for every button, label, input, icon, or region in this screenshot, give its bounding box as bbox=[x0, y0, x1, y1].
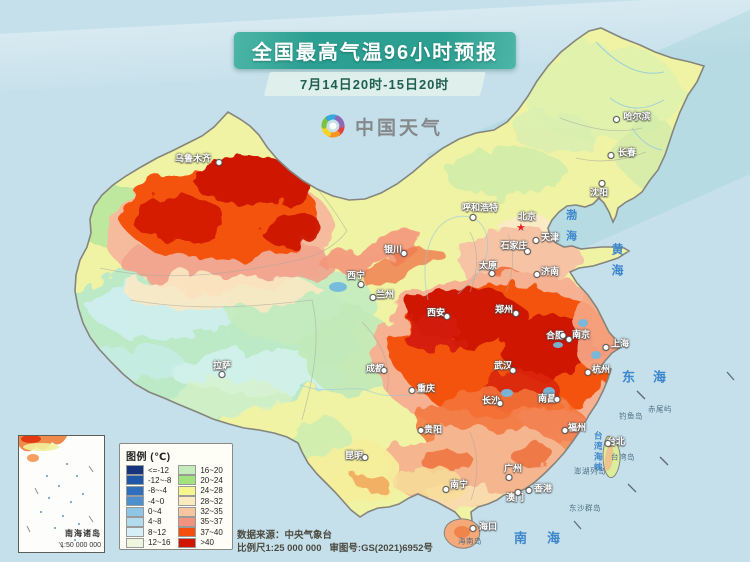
banner-subtitle-strip: 7月14日20时-15日20时 bbox=[264, 72, 486, 96]
inset-map-graphic bbox=[19, 435, 94, 549]
forecast-period: 7月14日20时-15日20时 bbox=[300, 77, 450, 92]
legend-range-label: 12~16 bbox=[148, 538, 171, 548]
legend-swatch bbox=[178, 527, 197, 538]
legend-range-label: 35~37 bbox=[200, 517, 223, 527]
legend-range-label: 16~20 bbox=[200, 465, 223, 475]
data-source-line: 数据来源：中央气象台 bbox=[237, 530, 333, 541]
inset-title: 南海诸岛 bbox=[65, 529, 101, 538]
legend-row: >40 bbox=[178, 537, 222, 548]
temperature-legend: 图例 (℃) <=-12 -12~-8 -8~-4 -4~0 0~4 4~8 8~12 12~… bbox=[119, 443, 233, 550]
hainan-island bbox=[443, 518, 481, 549]
maritime-dash-marks bbox=[573, 371, 735, 530]
scale-license-line: 比例尺1:25 000 000 审图号:GS(2021)6952号 bbox=[237, 543, 433, 556]
inset-scale: 1:50 000 000 bbox=[60, 542, 101, 549]
map-attribution: 数据来源：中央气象台 比例尺1:25 000 000 审图号:GS(2021)6… bbox=[237, 530, 433, 556]
taiwan-island bbox=[602, 435, 621, 479]
pinwheel-logo-icon bbox=[321, 114, 345, 138]
legend-swatch bbox=[178, 475, 197, 486]
legend-swatch bbox=[178, 465, 197, 475]
legend-row: <=-12 bbox=[126, 465, 171, 475]
legend-range-label: <=-12 bbox=[148, 465, 169, 475]
legend-row: 12~16 bbox=[126, 537, 171, 548]
legend-row: -12~-8 bbox=[126, 475, 172, 486]
legend-range-label: >40 bbox=[200, 538, 214, 548]
legend-range-label: 20~24 bbox=[200, 475, 223, 485]
legend-swatch bbox=[178, 506, 197, 517]
legend-row: 32~35 bbox=[178, 506, 223, 517]
china-outline bbox=[74, 27, 706, 529]
legend-range-label: 4~8 bbox=[148, 517, 162, 527]
legend-row: 16~20 bbox=[178, 465, 223, 475]
legend-range-label: 28~32 bbox=[200, 496, 223, 506]
banner-ribbon: 全国最高气温96小时预报 bbox=[233, 32, 517, 69]
map-scale: 比例尺1:25 000 000 bbox=[237, 542, 322, 554]
legend-range-label: 37~40 bbox=[200, 527, 223, 537]
legend-row: -8~-4 bbox=[126, 485, 171, 496]
lakes bbox=[329, 282, 601, 397]
legend-swatch bbox=[126, 506, 144, 517]
rivers bbox=[299, 41, 665, 397]
legend-row: 35~37 bbox=[178, 516, 223, 527]
legend-swatch bbox=[178, 516, 197, 527]
legend-swatch bbox=[126, 516, 144, 527]
logo-text: 中国天气 bbox=[355, 117, 444, 139]
province-borders bbox=[99, 117, 647, 501]
legend-swatch bbox=[126, 465, 144, 475]
legend-swatch bbox=[126, 527, 144, 538]
legend-row: 28~32 bbox=[178, 496, 223, 507]
legend-row: 8~12 bbox=[126, 527, 171, 538]
legend-row: 24~28 bbox=[178, 485, 223, 496]
legend-row: 4~8 bbox=[126, 516, 171, 527]
legend-swatch bbox=[178, 496, 197, 507]
legend-range-label: -8~-4 bbox=[148, 486, 167, 496]
legend-swatch bbox=[178, 537, 197, 548]
legend-swatch bbox=[126, 475, 144, 486]
legend-swatch bbox=[126, 485, 144, 496]
legend-title: 图例 (℃) bbox=[126, 452, 171, 463]
legend-columns: <=-12 -12~-8 -8~-4 -4~0 0~4 4~8 8~12 12~16 16~2… bbox=[126, 465, 226, 548]
legend-row: 20~24 bbox=[178, 475, 223, 486]
legend-swatch bbox=[178, 485, 197, 496]
legend-range-label: -12~-8 bbox=[148, 475, 172, 485]
legend-column-hot: 16~20 20~24 24~28 28~32 32~35 35~37 37~40 >40 bbox=[178, 465, 223, 548]
license-number: 审图号:GS(2021)6952号 bbox=[329, 542, 433, 554]
legend-row: 37~40 bbox=[178, 527, 223, 538]
legend-column-cold: <=-12 -12~-8 -8~-4 -4~0 0~4 4~8 8~12 12~16 bbox=[126, 465, 172, 548]
legend-row: -4~0 bbox=[126, 496, 171, 507]
page-title: 全国最高气温96小时预报 bbox=[251, 42, 499, 64]
legend-swatch bbox=[126, 537, 144, 548]
legend-range-label: 0~4 bbox=[148, 507, 162, 517]
legend-range-label: 8~12 bbox=[148, 527, 167, 537]
south-china-sea-inset: 南海诸岛 1:50 000 000 bbox=[18, 435, 105, 553]
legend-row: 0~4 bbox=[126, 506, 171, 517]
china-weather-logo: 中国天气 bbox=[318, 111, 443, 141]
title-banner: 全国最高气温96小时预报 7月14日20时-15日20时 bbox=[233, 32, 517, 96]
legend-range-label: -4~0 bbox=[148, 496, 165, 506]
legend-range-label: 32~35 bbox=[200, 507, 223, 517]
legend-swatch bbox=[126, 496, 144, 507]
legend-range-label: 24~28 bbox=[200, 486, 223, 496]
